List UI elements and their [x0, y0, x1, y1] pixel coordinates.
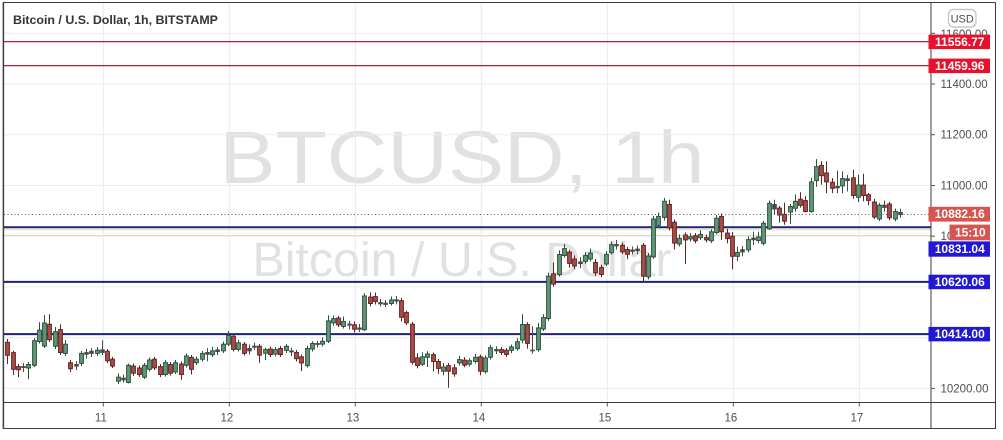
svg-text:12: 12 — [221, 413, 234, 425]
svg-text:10200.00: 10200.00 — [941, 383, 989, 395]
svg-text:11400.00: 11400.00 — [941, 79, 988, 91]
svg-text:11000.00: 11000.00 — [941, 181, 988, 193]
svg-text:BTCUSD, 1h: BTCUSD, 1h — [220, 116, 705, 199]
svg-text:14: 14 — [473, 413, 486, 425]
svg-text:17: 17 — [851, 413, 864, 425]
svg-text:11459.96: 11459.96 — [935, 59, 985, 73]
svg-text:Bitcoin / U.S. Dollar: Bitcoin / U.S. Dollar — [253, 234, 672, 287]
svg-text:10831.04: 10831.04 — [935, 242, 985, 256]
svg-text:10882.16: 10882.16 — [935, 207, 985, 221]
svg-text:15: 15 — [599, 413, 612, 425]
svg-text:11: 11 — [95, 413, 107, 425]
svg-text:16: 16 — [725, 413, 738, 425]
svg-text:11556.77: 11556.77 — [935, 35, 985, 49]
svg-text:15:10: 15:10 — [955, 225, 986, 239]
svg-text:10414.00: 10414.00 — [935, 327, 985, 341]
svg-text:13: 13 — [347, 413, 360, 425]
svg-text:11200.00: 11200.00 — [941, 130, 988, 142]
svg-text:USD: USD — [951, 14, 974, 26]
svg-text:Bitcoin / U.S. Dollar, 1h, BIT: Bitcoin / U.S. Dollar, 1h, BITSTAMP — [13, 13, 218, 27]
svg-text:10620.06: 10620.06 — [935, 275, 985, 289]
